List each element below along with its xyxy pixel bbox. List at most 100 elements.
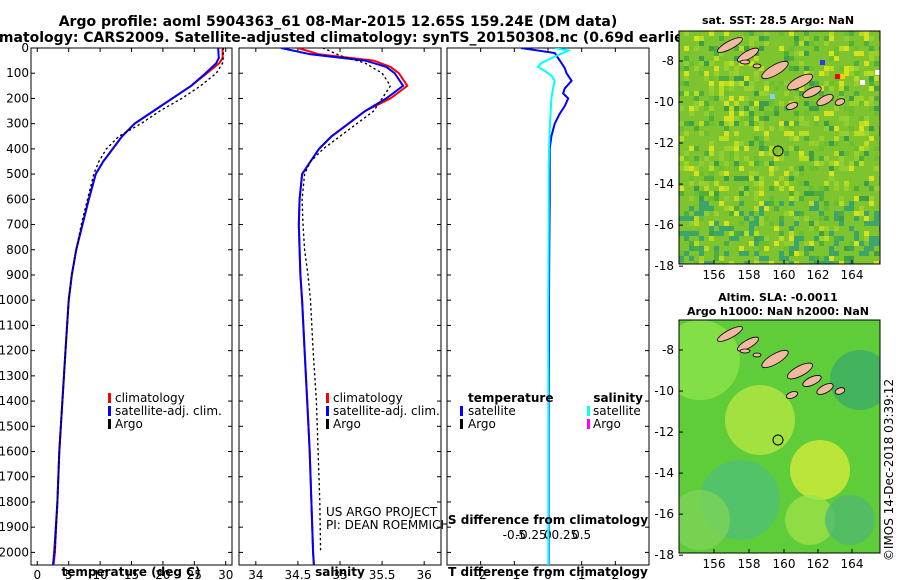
sst-cell (699, 216, 704, 221)
y-tick-label: 700 (6, 218, 29, 232)
sst-cell (709, 176, 714, 181)
sst-cell (769, 171, 774, 176)
sst-cell (709, 61, 714, 66)
sst-cell (834, 51, 839, 56)
sst-cell (814, 206, 819, 211)
sst-cell (709, 141, 714, 146)
sst-cell (814, 236, 819, 241)
sst-cell (699, 171, 704, 176)
sst-cell (874, 136, 879, 141)
sst-cell (854, 76, 859, 81)
island-shape (761, 349, 789, 369)
temperature-xlabel: temperature (deg C) (62, 565, 201, 579)
sst-cell (864, 61, 869, 66)
sst-cell (854, 66, 859, 71)
sst-cell (759, 186, 764, 191)
sst-cell (874, 86, 879, 91)
sst-cell (739, 96, 744, 101)
sst-cell (819, 241, 824, 246)
sst-cell (734, 156, 739, 161)
sst-cell (864, 181, 869, 186)
sst-cell (874, 96, 879, 101)
sst-cell (874, 156, 879, 161)
s-difference-xlabel: S difference from climatology (448, 513, 648, 527)
x-tick-label: 1 (578, 568, 586, 580)
sst-cell (739, 46, 744, 51)
sst-cell (739, 231, 744, 236)
legend-label-satellite: satellite-adj. clim. (333, 404, 440, 418)
sst-cell (734, 46, 739, 51)
temperature-ticks: 0 5 10 15 20 25 30 (31, 47, 233, 580)
sst-cell (704, 76, 709, 81)
argo-float-location-marker (772, 145, 784, 157)
sst-cell (804, 111, 809, 116)
sst-cell (859, 131, 864, 136)
sst-cell (874, 146, 879, 151)
sst-cell (844, 166, 849, 171)
island-shape (739, 348, 751, 354)
sst-cell (854, 131, 859, 136)
sst-cell (724, 251, 729, 256)
sst-cell (824, 111, 829, 116)
sst-cell (724, 186, 729, 191)
sla-blob (825, 495, 875, 545)
island-shape (787, 362, 813, 380)
sst-cell (724, 226, 729, 231)
sst-cell (844, 186, 849, 191)
sst-cell (754, 191, 759, 196)
sst-cell (749, 221, 754, 226)
sst-cell (759, 176, 764, 181)
sst-cell (779, 231, 784, 236)
sst-cell (784, 171, 789, 176)
sst-cell (754, 216, 759, 221)
sst-cell (854, 241, 859, 246)
sst-cell (874, 241, 879, 246)
sst-cell (869, 126, 874, 131)
sst-cell (709, 236, 714, 241)
sst-cell (820, 60, 825, 65)
sst-cell (869, 176, 874, 181)
sst-cell (869, 71, 874, 76)
sst-cell (844, 121, 849, 126)
x-tick-label: 35.5 (369, 568, 396, 580)
sst-cell (864, 31, 869, 36)
legend-label-climatology: climatology (333, 391, 403, 405)
sst-cell (749, 81, 754, 86)
sst-cell (794, 96, 799, 101)
y-tick-label: 900 (6, 268, 29, 282)
sst-cell (819, 146, 824, 151)
sst-cell (794, 136, 799, 141)
sst-cell (744, 121, 749, 126)
sst-cell (684, 131, 689, 136)
salinity-plot-frame (238, 47, 442, 566)
x-tick-label: 35 (332, 568, 347, 580)
sst-cell (849, 96, 854, 101)
sst-cell (684, 31, 689, 36)
sst-cell (739, 251, 744, 256)
sst-cell (854, 96, 859, 101)
y-tick-label: 800 (6, 243, 29, 257)
sst-cell (764, 91, 769, 96)
sst-cell (794, 246, 799, 251)
legend-label-temp-argo: Argo (468, 417, 496, 431)
legend-marker-satellite (326, 406, 329, 416)
sst-cell (804, 36, 809, 41)
sst-cell (864, 216, 869, 221)
sst-cell (729, 146, 734, 151)
sst-cell (774, 241, 779, 246)
sst-cell (799, 51, 804, 56)
sst-cell (704, 201, 709, 206)
sst-cell (754, 71, 759, 76)
sst-cell (869, 236, 874, 241)
sst-cell (834, 236, 839, 241)
sst-cell (739, 141, 744, 146)
sst-cell (864, 101, 869, 106)
sst-cell (744, 176, 749, 181)
x-tick-label: 0 (544, 568, 552, 580)
sst-cell (704, 111, 709, 116)
sst-cell (814, 191, 819, 196)
sst-cell (679, 166, 684, 171)
sst-cell (769, 111, 774, 116)
sst-cell (794, 121, 799, 126)
sst-cell (719, 186, 724, 191)
